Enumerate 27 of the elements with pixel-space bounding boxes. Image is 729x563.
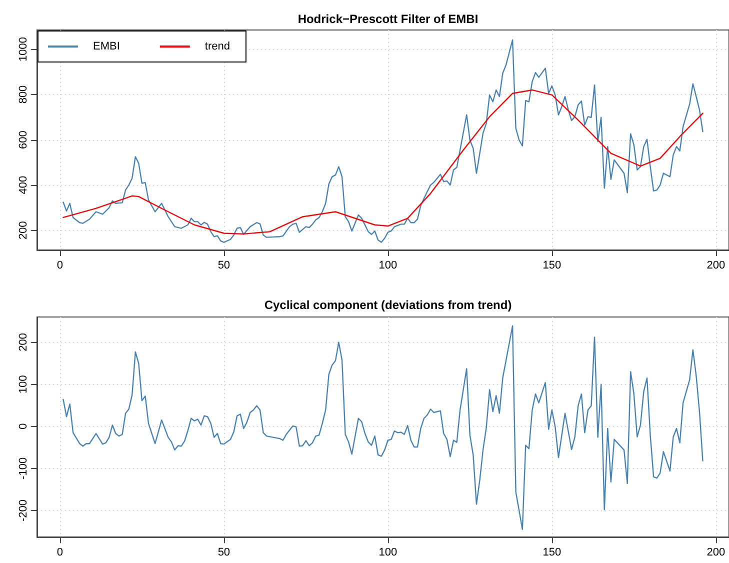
x-tick-label: 150 <box>542 260 562 272</box>
y-tick-label: 600 <box>18 130 30 149</box>
line-series <box>62 89 704 235</box>
y-tick-label: -100 <box>18 457 30 480</box>
x-tick-label: 200 <box>706 260 726 272</box>
x-tick-label: 100 <box>378 546 398 558</box>
x-tick-label: 200 <box>706 546 726 558</box>
x-tick-label: 50 <box>218 260 230 272</box>
chart-title: Cyclical component (deviations from trend) <box>264 298 512 312</box>
x-tick-label: 150 <box>542 546 562 558</box>
y-tick-label: 200 <box>18 333 30 352</box>
x-tick-label: 0 <box>56 260 64 272</box>
y-tick-label: 200 <box>18 221 30 240</box>
line-series <box>62 39 704 243</box>
legend-label: trend <box>204 40 230 52</box>
x-tick-label: 0 <box>56 546 64 558</box>
chart-title: Hodrick−Prescott Filter of EMBI <box>298 12 478 26</box>
line-series <box>62 325 704 530</box>
y-tick-label: 1000 <box>18 36 30 62</box>
legend-label: EMBI <box>93 40 120 52</box>
y-tick-label: -200 <box>18 499 30 522</box>
y-tick-label: 0 <box>18 423 30 430</box>
x-tick-label: 100 <box>378 260 398 272</box>
y-tick-label: 800 <box>18 85 30 104</box>
y-tick-label: 100 <box>18 375 30 394</box>
x-tick-label: 50 <box>218 546 230 558</box>
y-tick-label: 400 <box>18 176 30 194</box>
